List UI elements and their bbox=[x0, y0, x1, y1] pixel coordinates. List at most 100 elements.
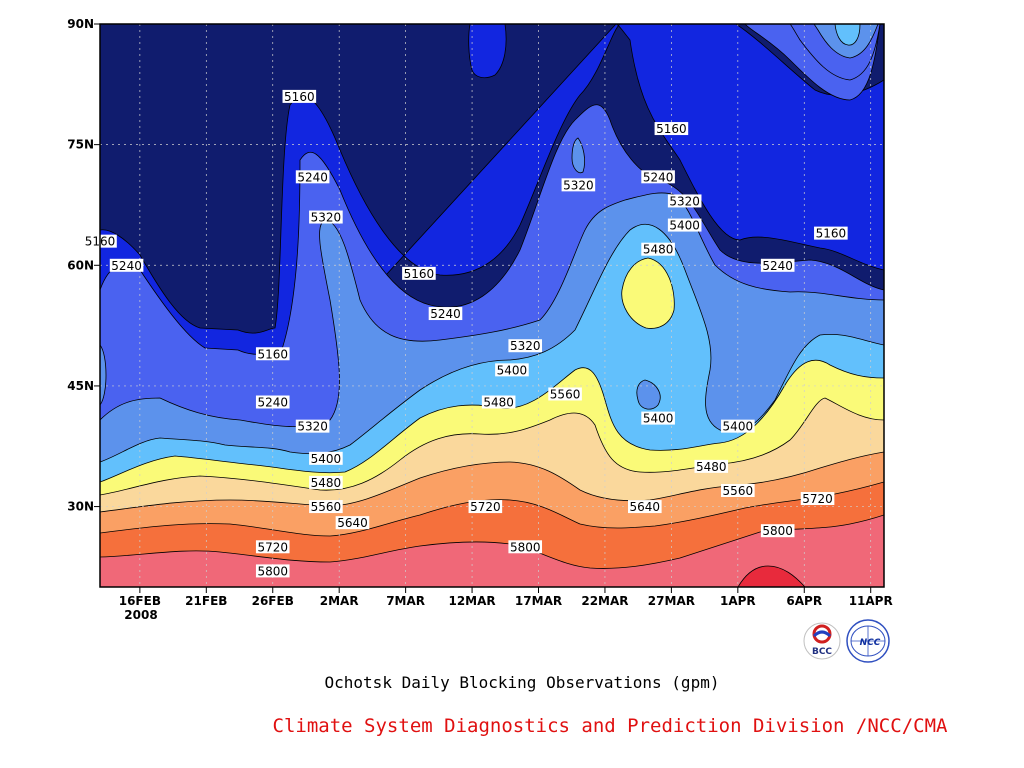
contour-label-text: 5640 bbox=[337, 516, 368, 530]
contour-label-text: 5400 bbox=[497, 363, 528, 377]
x-tick-label-11: 11APR bbox=[849, 594, 893, 608]
x-tick-label-5: 12MAR bbox=[448, 594, 495, 608]
x-tick-label-4: 7MAR bbox=[386, 594, 425, 608]
contour-label-text: 5240 bbox=[111, 259, 142, 273]
contour-label-text: 5480 bbox=[643, 243, 674, 257]
contour-label-5480: 5480 bbox=[481, 395, 516, 410]
contour-label-5560: 5560 bbox=[548, 387, 582, 401]
contour-label-text: 5640 bbox=[630, 500, 661, 514]
contour-label-5400: 5400 bbox=[309, 451, 343, 466]
x-tick-label-6: 17MAR bbox=[515, 594, 562, 608]
contour-bands bbox=[100, 24, 884, 587]
contour-label-text: 5720 bbox=[257, 540, 288, 554]
contour-label-5400: 5400 bbox=[495, 363, 529, 377]
contour-label-text: 5560 bbox=[550, 387, 581, 401]
contour-label-text: 5800 bbox=[762, 524, 793, 538]
contour-label-text: 5480 bbox=[696, 460, 727, 474]
contour-label-5800: 5800 bbox=[255, 564, 290, 578]
contour-label-5400: 5400 bbox=[667, 218, 702, 233]
contour-label-5320: 5320 bbox=[508, 339, 543, 353]
ncc-logo: NCC bbox=[846, 619, 890, 663]
contour-label-text: 5800 bbox=[257, 564, 288, 578]
contour-label-text: 5160 bbox=[284, 90, 315, 104]
band-5160-5240 bbox=[100, 24, 884, 587]
y-tick-label-0: 30N bbox=[67, 500, 94, 514]
svg-text:NCC: NCC bbox=[860, 638, 881, 648]
contour-label-5400: 5400 bbox=[641, 411, 675, 426]
svg-text:BCC: BCC bbox=[812, 647, 832, 657]
contour-label-5240: 5240 bbox=[641, 170, 675, 184]
contour-label-5320: 5320 bbox=[561, 178, 596, 192]
contour-label-5160: 5160 bbox=[282, 89, 317, 104]
contour-label-5560: 5560 bbox=[721, 483, 755, 498]
contour-label-5320: 5320 bbox=[295, 419, 330, 434]
plot-frame bbox=[99, 23, 885, 588]
contour-label-text: 5320 bbox=[311, 211, 342, 225]
contour-label-text: 5320 bbox=[297, 420, 328, 434]
contour-label-text: 5480 bbox=[311, 476, 342, 490]
contour-label-text: 5160 bbox=[816, 227, 847, 241]
contour-label-text: 5240 bbox=[297, 170, 328, 184]
contour-label-5240: 5240 bbox=[428, 307, 463, 321]
contour-label-5640: 5640 bbox=[335, 516, 370, 530]
contour-labels: 5160 5240 5160 5240 5320 5160 5240 5320 5400 5480… bbox=[83, 89, 848, 578]
contour-label-text: 5320 bbox=[563, 178, 594, 192]
contour-label-text: 5400 bbox=[723, 420, 754, 434]
y-tick-label-3: 75N bbox=[67, 138, 94, 152]
band-5480-cell bbox=[621, 257, 675, 329]
contour-label-text: 5160 bbox=[656, 122, 687, 136]
x-tick-label-3: 2MAR bbox=[320, 594, 359, 608]
x-tick-label-10: 6APR bbox=[786, 594, 822, 608]
contour-label-text: 5720 bbox=[470, 500, 501, 514]
contour-label-text: 5240 bbox=[430, 307, 461, 321]
contour-label-text: 5800 bbox=[510, 540, 541, 554]
contour-label-text: 5560 bbox=[311, 500, 342, 514]
contour-label-text: 5400 bbox=[311, 452, 342, 466]
contour-label-5240: 5240 bbox=[295, 170, 330, 184]
contour-label-5400: 5400 bbox=[721, 419, 755, 434]
contour-label-5480: 5480 bbox=[694, 459, 729, 474]
contour-label-5800: 5800 bbox=[508, 540, 543, 554]
contour-label-text: 5240 bbox=[762, 259, 793, 273]
contour-label-5720: 5720 bbox=[800, 492, 835, 506]
contour-label-5240: 5240 bbox=[255, 395, 290, 410]
chart-title: Ochotsk Daily Blocking Observations (gpm… bbox=[325, 673, 720, 692]
contour-label-text: 5320 bbox=[669, 194, 700, 208]
contour-label-text: 5400 bbox=[669, 219, 700, 233]
y-tick-label-2: 60N bbox=[67, 258, 94, 272]
contour-label-5320: 5320 bbox=[309, 210, 343, 225]
y-tick-label-1: 45N bbox=[67, 379, 94, 393]
bcc-logo: BCC bbox=[803, 622, 841, 660]
contour-label-text: 5560 bbox=[723, 484, 754, 498]
band-5400-north-cell bbox=[834, 24, 861, 46]
y-axis: 30N 45N 60N 75N 90N bbox=[67, 17, 100, 514]
contour-label-5480: 5480 bbox=[309, 475, 343, 490]
x-tick-label-2: 26FEB bbox=[252, 594, 294, 608]
x-tick-label-1: 21FEB bbox=[185, 594, 227, 608]
x-tick-label-8: 27MAR bbox=[648, 594, 695, 608]
contour-label-5160: 5160 bbox=[255, 347, 290, 361]
y-tick-label-4: 90N bbox=[67, 17, 94, 31]
contour-label-5560: 5560 bbox=[309, 500, 343, 514]
contour-label-text: 5320 bbox=[510, 339, 541, 353]
band-5160-north-cell bbox=[468, 24, 507, 79]
contour-label-text: 5160 bbox=[404, 267, 435, 281]
contour-label-5240: 5240 bbox=[109, 258, 144, 273]
x-tick-label-7: 22MAR bbox=[581, 594, 628, 608]
contour-label-text: 5720 bbox=[802, 492, 833, 506]
contour-label-5160: 5160 bbox=[814, 226, 848, 241]
credit-line: Climate System Diagnostics and Predictio… bbox=[273, 715, 948, 737]
contour-label-5720: 5720 bbox=[468, 500, 503, 514]
contour-label-5720: 5720 bbox=[255, 540, 290, 554]
contour-label-5160: 5160 bbox=[654, 122, 689, 136]
x-tick-label-9: 1APR bbox=[720, 594, 756, 608]
band-high-core bbox=[737, 565, 806, 587]
contour-label-text: 5240 bbox=[643, 170, 674, 184]
contour-label-5480: 5480 bbox=[641, 242, 675, 257]
band-5400-small bbox=[571, 137, 586, 174]
x-axis: 16FEB 21FEB 26FEB 2MAR 7MAR 12MAR 17MAR 22MAR 27… bbox=[119, 587, 893, 608]
contour-label-5240: 5240 bbox=[760, 258, 795, 273]
contour-label-text: 5240 bbox=[257, 396, 288, 410]
band-5400-cell bbox=[636, 379, 661, 410]
